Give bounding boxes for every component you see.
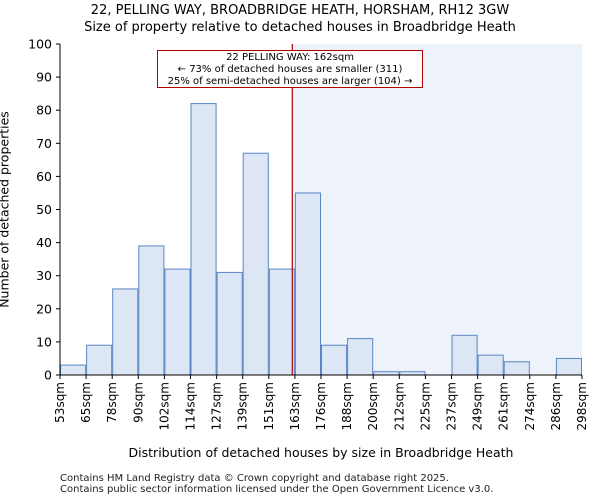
x-tick-label: 200sqm — [366, 382, 380, 430]
chart-address-title: 22, PELLING WAY, BROADBRIDGE HEATH, HORS… — [90, 3, 510, 18]
property-annotation: 22 PELLING WAY: 162sqm ← 73% of detached… — [157, 50, 423, 88]
x-tick-label: 212sqm — [392, 382, 406, 430]
annotation-line-2: ← 73% of detached houses are smaller (31… — [177, 64, 403, 75]
x-tick-label: 286sqm — [549, 382, 563, 430]
footer-copyright: Contains HM Land Registry data © Crown c… — [60, 473, 449, 484]
histogram-bar — [138, 245, 165, 376]
histogram-bar — [112, 288, 139, 376]
x-tick-label: 261sqm — [497, 382, 511, 430]
annotation-line-1: 22 PELLING WAY: 162sqm — [226, 52, 354, 63]
x-tick-label: 53sqm — [53, 382, 67, 423]
y-tick-label: 70 — [36, 136, 52, 151]
y-tick-label: 10 — [36, 334, 52, 349]
y-tick-label: 0 — [44, 368, 52, 383]
x-tick-label: 298sqm — [575, 382, 589, 430]
histogram-bar — [477, 354, 504, 376]
y-tick-label: 100 — [28, 37, 52, 52]
y-tick-label: 60 — [36, 169, 52, 184]
histogram-bar — [164, 268, 191, 376]
y-tick-label: 40 — [36, 235, 52, 250]
y-tick-label: 80 — [36, 103, 52, 118]
histogram-bar — [60, 364, 87, 376]
x-tick-label: 78sqm — [105, 382, 119, 423]
x-tick-label: 139sqm — [236, 382, 250, 430]
histogram-bar — [86, 344, 113, 376]
y-tick-label: 90 — [36, 70, 52, 85]
x-tick-label: 90sqm — [131, 382, 145, 423]
y-tick-label: 50 — [36, 202, 52, 217]
histogram-bar — [190, 103, 217, 376]
x-axis-label: Distribution of detached houses by size … — [128, 445, 514, 460]
x-tick-label: 102sqm — [157, 382, 171, 430]
x-tick-label: 127sqm — [210, 382, 224, 430]
larger-region-shade — [292, 44, 582, 375]
x-tick-label: 188sqm — [340, 382, 354, 430]
histogram-bar — [294, 192, 321, 376]
histogram-bar — [268, 268, 295, 376]
x-tick-label: 225sqm — [418, 382, 432, 430]
histogram-bar — [503, 361, 530, 376]
x-tick-label: 237sqm — [445, 382, 459, 430]
histogram-bar — [451, 334, 478, 376]
x-tick-label: 65sqm — [79, 382, 93, 423]
histogram-bar — [242, 152, 269, 376]
y-tick-label: 30 — [36, 268, 52, 283]
footer-licence: Contains public sector information licen… — [60, 484, 494, 495]
x-tick-label: 274sqm — [523, 382, 537, 430]
x-tick-label: 176sqm — [314, 382, 328, 430]
histogram-bar — [216, 271, 243, 376]
y-tick-label: 20 — [36, 301, 52, 316]
x-tick-label: 163sqm — [288, 382, 302, 430]
x-tick-label: 249sqm — [471, 382, 485, 430]
chart-subtitle: Size of property relative to detached ho… — [84, 20, 516, 35]
x-tick-label: 151sqm — [262, 382, 276, 430]
y-axis-label-text: Number of detached properties — [0, 111, 12, 308]
histogram-bar — [555, 357, 583, 376]
histogram-bar — [321, 344, 348, 376]
histogram-bar — [347, 338, 374, 376]
x-tick-label: 114sqm — [184, 382, 198, 430]
annotation-line-3: 25% of semi-detached houses are larger (… — [167, 76, 413, 87]
